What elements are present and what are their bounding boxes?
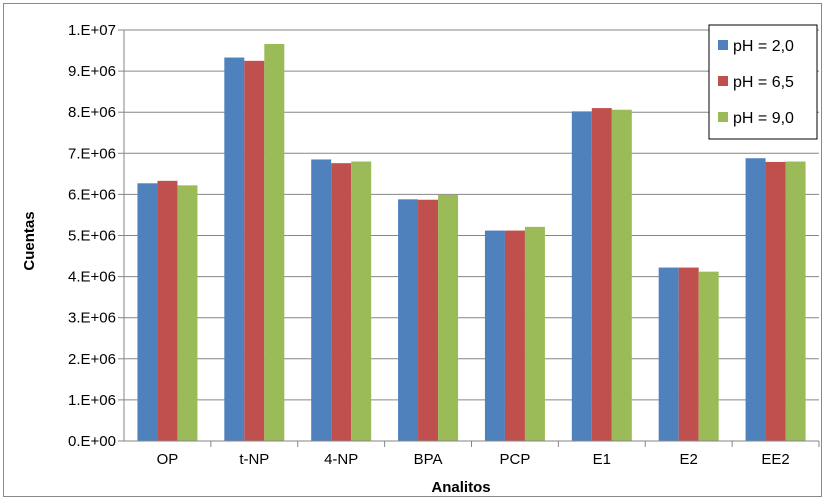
bar [745, 158, 766, 441]
bar [524, 226, 545, 441]
legend-label: pH = 6,5 [733, 74, 794, 91]
legend-label: pH = 2,0 [733, 38, 794, 55]
bar [331, 163, 352, 441]
legend-swatch [718, 112, 728, 122]
y-tick-label: 2.E+06 [68, 351, 116, 368]
bars [137, 43, 806, 442]
x-tick-label: PCP [500, 451, 531, 468]
bar [484, 230, 505, 441]
y-tick-label: 0.E+00 [68, 433, 116, 450]
legend-label: pH = 9,0 [733, 110, 794, 127]
legend: pH = 2,0 pH = 6,5 pH = 9,0 [708, 24, 818, 140]
bar-chart: 0.E+00 1.E+06 2.E+06 3.E+06 4.E+06 5.E+06 6.E+… [21, 22, 820, 496]
legend-swatch [718, 40, 728, 50]
bar [438, 194, 459, 441]
y-tick-label: 6.E+06 [68, 186, 116, 203]
bar [177, 185, 198, 441]
bar [264, 43, 285, 441]
bar [418, 199, 439, 441]
bar [157, 180, 178, 441]
x-tick-label: BPA [414, 451, 443, 468]
bar [591, 108, 612, 441]
x-tick-label: E2 [680, 451, 698, 468]
bar [571, 111, 592, 442]
bar [698, 271, 719, 441]
bar [351, 161, 372, 441]
chart-frame: 0.E+00 1.E+06 2.E+06 3.E+06 4.E+06 5.E+06 6.E+… [3, 3, 822, 497]
bar [765, 161, 786, 441]
y-tick-label: 5.E+06 [68, 228, 116, 245]
y-tick-label: 7.E+06 [68, 145, 116, 162]
y-tick-label: 8.E+06 [68, 104, 116, 121]
legend-swatch [718, 76, 728, 86]
x-tick-label: t-NP [239, 451, 269, 468]
bar [398, 199, 419, 441]
x-tick-label: E1 [593, 451, 611, 468]
bar [137, 183, 158, 442]
bar [224, 57, 245, 442]
y-tick-labels: 0.E+00 1.E+06 2.E+06 3.E+06 4.E+06 5.E+06 6.E+… [68, 22, 124, 450]
x-tick-label: OP [157, 451, 179, 468]
bar [785, 161, 806, 441]
x-tick-labels: OP t-NP 4-NP BPA PCP E1 E2 EE2 [157, 441, 820, 468]
bar [504, 230, 525, 441]
y-axis-title: Cuentas [21, 211, 38, 270]
x-axis-title: Analitos [431, 479, 490, 496]
y-tick-label: 1.E+07 [68, 22, 116, 39]
y-tick-label: 3.E+06 [68, 310, 116, 327]
y-tick-label: 1.E+06 [68, 392, 116, 409]
bar [611, 109, 632, 441]
bar [678, 267, 699, 441]
x-tick-label: 4-NP [324, 451, 358, 468]
y-tick-label: 4.E+06 [68, 269, 116, 286]
bar [244, 60, 265, 441]
bar [658, 267, 679, 441]
y-tick-label: 9.E+06 [68, 63, 116, 80]
bar [311, 159, 332, 441]
x-tick-label: EE2 [761, 451, 789, 468]
